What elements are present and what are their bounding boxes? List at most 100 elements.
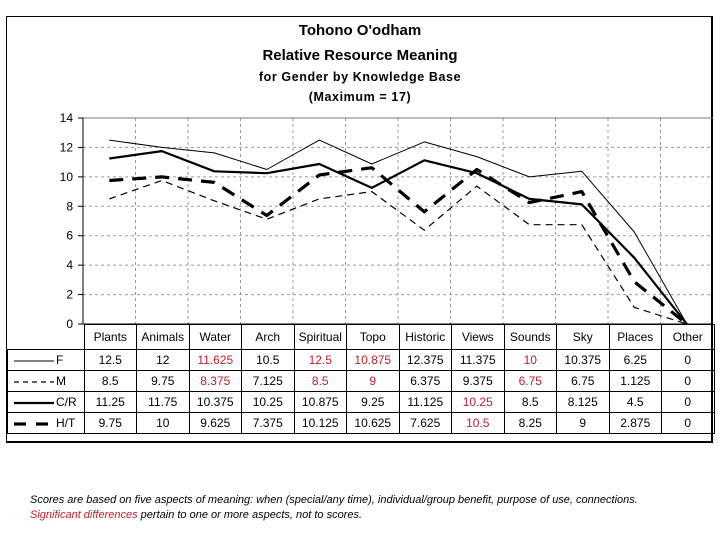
table-corner	[7, 324, 85, 350]
data-label: 10	[136, 412, 190, 434]
data-label: 4.5	[608, 391, 662, 413]
data-label: 11.25	[83, 391, 137, 413]
table-row: M 8.5 9.75 8.375 7.125 8.5 9 6.375 9.375 6.75 6.75…	[7, 370, 715, 392]
category-label: Spiritual	[293, 324, 347, 350]
data-label: 9.75	[83, 412, 137, 434]
series-line-h-t	[109, 166, 688, 326]
data-label: 0	[661, 370, 715, 392]
data-label: 9	[346, 370, 400, 392]
table-row: H/T 9.75 10 9.625 7.375 10.125 10.625 7.625 10.5…	[7, 412, 715, 434]
legend-line-h-t	[14, 422, 54, 426]
category-label: Other	[661, 324, 715, 350]
data-label: 10.25	[451, 391, 505, 413]
y-tick-label: 2	[66, 288, 73, 302]
data-label: 12.375	[398, 349, 452, 371]
legend-cell: H/T	[7, 412, 85, 434]
data-label: 10.5	[241, 349, 295, 371]
data-label: 8.5	[83, 370, 137, 392]
data-label: 6.75	[556, 370, 610, 392]
data-label: 11.625	[188, 349, 242, 371]
table-header-row: Plants Animals Water Arch Spiritual Topo Histo…	[7, 324, 715, 350]
legend-line-f	[14, 360, 54, 362]
footnote-line-1: Scores are based on five aspects of mean…	[30, 494, 638, 506]
data-label: 8.25	[503, 412, 557, 434]
category-label: Arch	[241, 324, 295, 350]
chart-subtitle-3: (Maximum = 17)	[308, 90, 412, 104]
data-label: 9	[556, 412, 610, 434]
data-label: 10.25	[241, 391, 295, 413]
data-table: Plants Animals Water Arch Spiritual Topo Histo…	[7, 324, 715, 434]
legend-cell: M	[7, 370, 85, 392]
y-tick-label: 8	[66, 199, 73, 213]
data-label: 6.25	[608, 349, 662, 371]
data-label: 12.5	[83, 349, 137, 371]
table-row: C/R 11.25 11.75 10.375 10.25 10.875 9.25 11.125…	[7, 391, 715, 413]
category-label: Historic	[398, 324, 452, 350]
series-line-f	[109, 139, 688, 325]
footnote-line-2: Significant differences pertain to one o…	[30, 509, 362, 521]
data-label: 12.5	[293, 349, 347, 371]
data-label: 10.5	[451, 412, 505, 434]
category-label: Sky	[556, 324, 610, 350]
data-label: 8.5	[503, 391, 557, 413]
data-label: 7.625	[398, 412, 452, 434]
data-label: 1.125	[608, 370, 662, 392]
category-label: Plants	[83, 324, 137, 350]
data-label: 9.375	[451, 370, 505, 392]
significant-differences-label: Significant differences	[30, 509, 138, 521]
data-label: 9.625	[188, 412, 242, 434]
data-label: 8.375	[188, 370, 242, 392]
legend-line-c-r	[14, 401, 54, 404]
legend-line-m	[14, 381, 54, 383]
series-line-m	[109, 179, 687, 325]
data-label: 10.375	[188, 391, 242, 413]
legend-label: C/R	[56, 395, 77, 409]
data-label: 7.375	[241, 412, 295, 434]
legend-cell: C/R	[7, 391, 85, 413]
category-label: Animals	[136, 324, 190, 350]
data-label: 8.125	[556, 391, 610, 413]
data-label: 11.375	[451, 349, 505, 371]
y-tick-label: 14	[60, 111, 74, 125]
series-line-c-r	[109, 150, 688, 325]
y-tick-label: 0	[66, 317, 73, 331]
data-label: 10	[503, 349, 557, 371]
data-label: 10.875	[346, 349, 400, 371]
legend-label: H/T	[56, 416, 76, 430]
category-label: Views	[451, 324, 505, 350]
legend-cell: F	[7, 349, 85, 371]
y-tick-label: 10	[60, 170, 74, 184]
y-tick-label: 12	[60, 140, 74, 154]
table-row: F 12.5 12 11.625 10.5 12.5 10.875 12.375 11.375 1…	[7, 349, 715, 371]
data-label: 0	[661, 412, 715, 434]
data-label: 2.875	[608, 412, 662, 434]
data-label: 9.25	[346, 391, 400, 413]
data-label: 9.75	[136, 370, 190, 392]
y-tick-label: 4	[66, 258, 73, 272]
category-label: Sounds	[503, 324, 557, 350]
data-label: 10.875	[293, 391, 347, 413]
legend-label: M	[56, 374, 66, 388]
footnote-line-2-rest: pertain to one or more aspects, not to s…	[137, 509, 363, 521]
data-label: 0	[661, 349, 715, 371]
category-label: Topo	[346, 324, 400, 350]
data-label: 10.125	[293, 412, 347, 434]
data-label: 6.375	[398, 370, 452, 392]
chart-subtitle: Relative Resource Meaning	[262, 47, 458, 64]
data-label: 0	[661, 391, 715, 413]
data-label: 12	[136, 349, 190, 371]
chart-title: Tohono O'odham	[298, 22, 422, 39]
data-label: 10.375	[556, 349, 610, 371]
data-label: 6.75	[503, 370, 557, 392]
data-label: 7.125	[241, 370, 295, 392]
data-label: 10.625	[346, 412, 400, 434]
data-label: 11.125	[398, 391, 452, 413]
data-label: 11.75	[136, 391, 190, 413]
data-label: 8.5	[293, 370, 347, 392]
chart-subtitle-2: for Gender by Knowledge Base	[258, 70, 462, 84]
legend-label: F	[56, 353, 64, 367]
category-label: Places	[608, 324, 662, 350]
category-label: Water	[188, 324, 242, 350]
y-tick-label: 6	[66, 229, 73, 243]
